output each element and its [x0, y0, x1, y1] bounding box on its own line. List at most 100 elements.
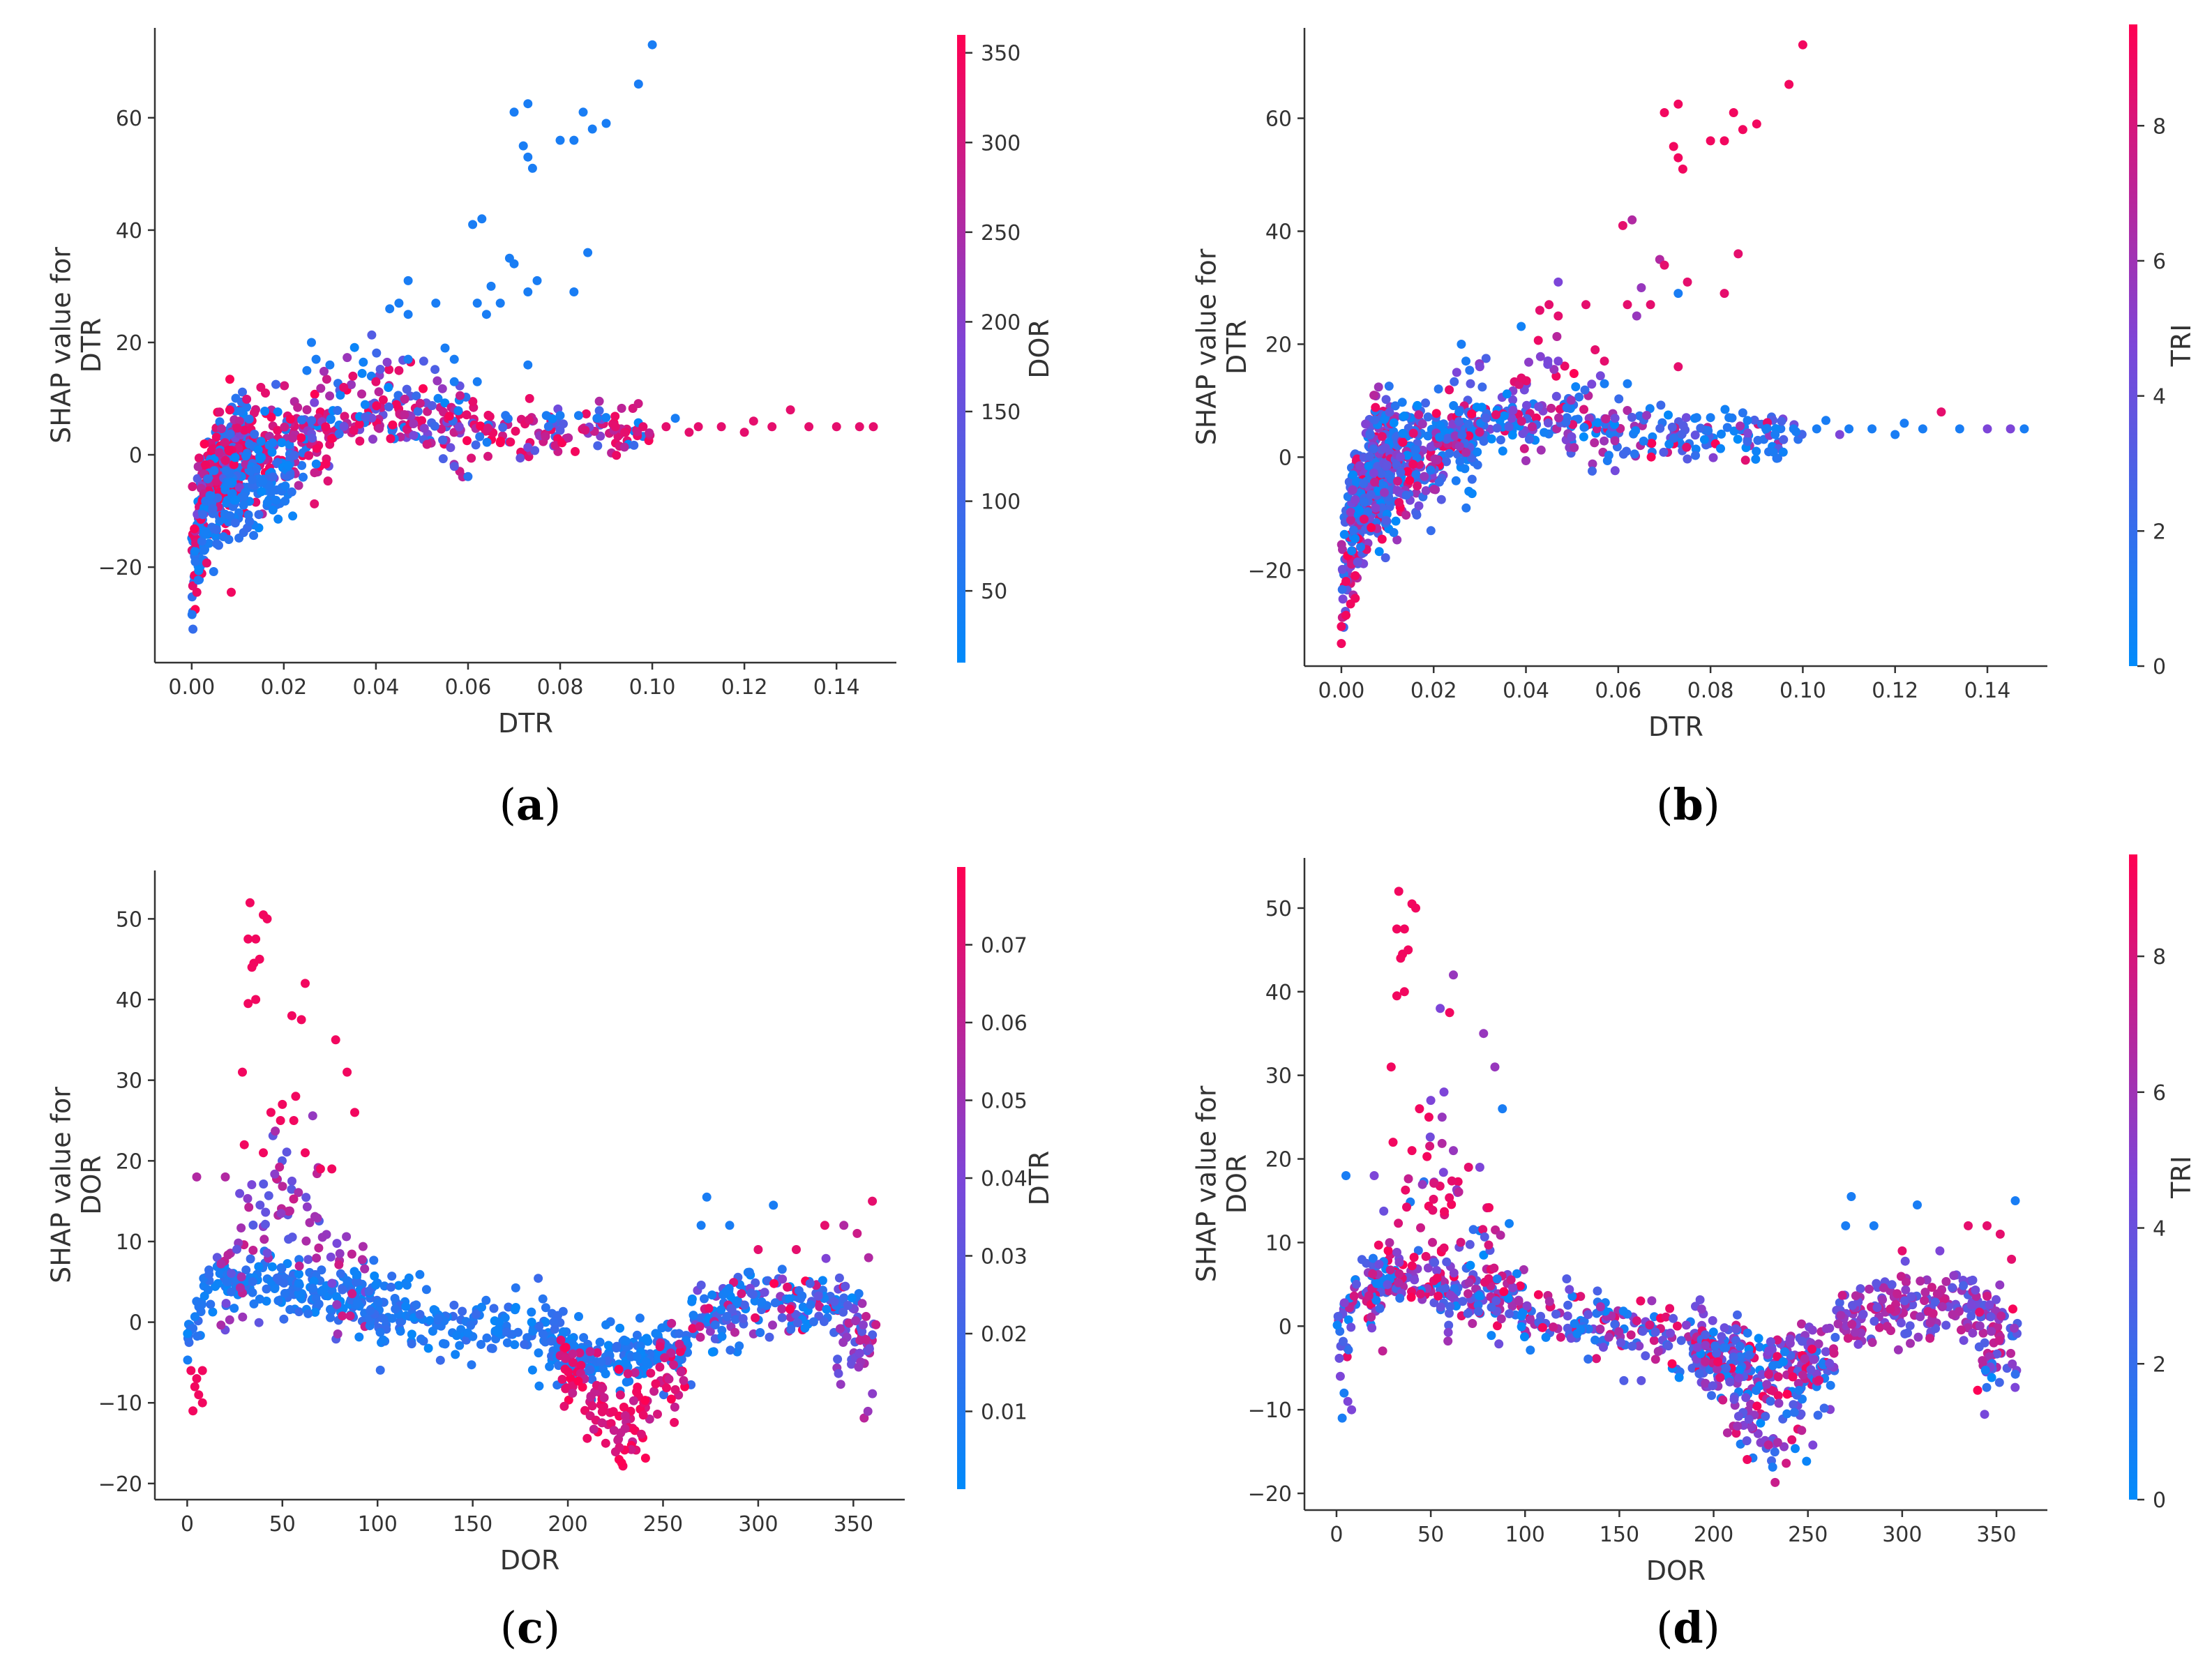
scatter-point [593, 441, 603, 451]
scatter-point [1595, 1302, 1605, 1311]
scatter-point [1756, 1418, 1766, 1428]
colorbar-tick-label: 0.03 [981, 1245, 1028, 1269]
scatter-point [571, 446, 580, 456]
scatter-point [1451, 476, 1461, 485]
scatter-point [1452, 368, 1461, 377]
scatter-point [1484, 1274, 1494, 1283]
scatter-point [1837, 1290, 1847, 1300]
scatter-point [1623, 300, 1632, 310]
scatter-point [1498, 1104, 1507, 1114]
scatter-point [1623, 406, 1632, 415]
scatter-point [847, 1359, 856, 1369]
scatter-point [382, 357, 392, 367]
scatter-point [1734, 1373, 1744, 1383]
x-tick-label: 0.14 [813, 675, 860, 700]
scatter-point [1498, 446, 1507, 456]
scatter-point [525, 415, 534, 425]
scatter-point [258, 476, 268, 486]
scatter-point [818, 1276, 827, 1285]
scatter-point [1392, 1248, 1401, 1257]
scatter-point [1347, 1405, 1357, 1415]
scatter-point [1463, 1309, 1473, 1318]
scatter-point [1394, 497, 1404, 507]
scatter-point [1356, 542, 1365, 552]
scatter-point [833, 1355, 843, 1364]
scatter-point [407, 1329, 416, 1339]
scatter-point [597, 1418, 607, 1428]
scatter-point [1365, 430, 1375, 440]
scatter-point [498, 423, 508, 432]
scatter-point [710, 1320, 720, 1329]
x-tick-label: 100 [1505, 1523, 1545, 1547]
scatter-point [868, 1330, 878, 1340]
scatter-point [230, 518, 240, 528]
scatter-point [1735, 1341, 1745, 1351]
scatter-point [1371, 402, 1380, 412]
scatter-point [437, 384, 447, 393]
scatter-point [220, 455, 230, 465]
scatter-point [338, 1311, 347, 1321]
scatter-point [225, 405, 234, 415]
colorbar-tick-label: 0 [2153, 1488, 2166, 1513]
scatter-point [224, 445, 234, 455]
x-tick-label: 200 [1694, 1523, 1733, 1547]
y-tick-label: 60 [116, 107, 142, 131]
scatter-point [477, 214, 487, 224]
scatter-point [669, 1360, 678, 1370]
scatter-point [1457, 340, 1466, 349]
scatter-point [266, 412, 276, 422]
scatter-point [272, 1273, 282, 1283]
scatter-point [786, 1325, 796, 1334]
scatter-point [1549, 365, 1559, 375]
scatter-point [601, 1438, 610, 1448]
scatter-point [1995, 1280, 2005, 1290]
scatter-point [1432, 1265, 1442, 1275]
scatter-point [821, 1253, 831, 1263]
scatter-point [626, 1445, 636, 1454]
scatter-point [194, 453, 204, 463]
scatter-point [449, 1300, 459, 1310]
scatter-point [1847, 1320, 1857, 1329]
scatter-point [415, 1310, 425, 1319]
chart-c: 0 50 100 150 200 250 300 350 −20 −10 0 10 20 30 40 50 DO… [45, 867, 1055, 1653]
scatter-point [1743, 437, 1752, 446]
scatter-point [1426, 442, 1436, 451]
scatter-point [1443, 1327, 1453, 1337]
scatter-point [1570, 1319, 1579, 1329]
scatter-point [1835, 1298, 1844, 1308]
colorbar-tick-label: 2 [2153, 1352, 2166, 1377]
colorbar-tick-label: 0.01 [981, 1401, 1028, 1425]
colorbar-tick-label: 50 [981, 580, 1007, 604]
x-tick-label: 0.04 [1503, 679, 1549, 703]
scatter-point [358, 1242, 368, 1251]
scatter-point [1740, 455, 1750, 465]
scatter-point [1708, 1315, 1717, 1325]
scatter-point [449, 377, 459, 386]
scatter-point [1579, 423, 1589, 432]
scatter-point [502, 1338, 512, 1348]
scatter-point [1563, 1311, 1572, 1321]
scatter-point [276, 1263, 286, 1273]
scatter-point [1850, 1327, 1860, 1337]
scatter-point [236, 1223, 246, 1232]
scatter-point [1508, 1283, 1517, 1292]
scatter-point [1393, 476, 1403, 486]
scatter-point [1982, 1221, 1992, 1230]
scatter-point [1968, 1275, 1978, 1285]
scatter-point [289, 1116, 299, 1125]
scatter-point [1836, 1311, 1846, 1320]
scatter-point [197, 536, 206, 546]
scatter-point [304, 451, 314, 460]
scatter-point [1762, 1380, 1772, 1389]
scatter-point [462, 410, 472, 420]
scatter-point [471, 1310, 481, 1319]
scatter-point [1450, 431, 1460, 441]
scatter-point [1344, 1315, 1353, 1325]
scatter-point [302, 365, 312, 375]
scatter-point [1701, 1357, 1710, 1366]
scatter-point [1722, 1428, 1732, 1438]
scatter-point [630, 1368, 640, 1378]
scatter-point [1604, 1332, 1613, 1342]
scatter-point [1493, 1321, 1502, 1331]
scatter-point [342, 1232, 352, 1242]
